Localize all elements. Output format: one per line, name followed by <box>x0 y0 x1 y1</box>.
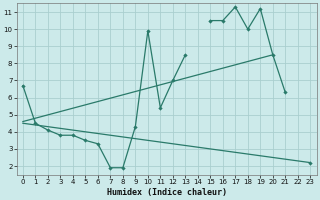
X-axis label: Humidex (Indice chaleur): Humidex (Indice chaleur) <box>107 188 227 197</box>
